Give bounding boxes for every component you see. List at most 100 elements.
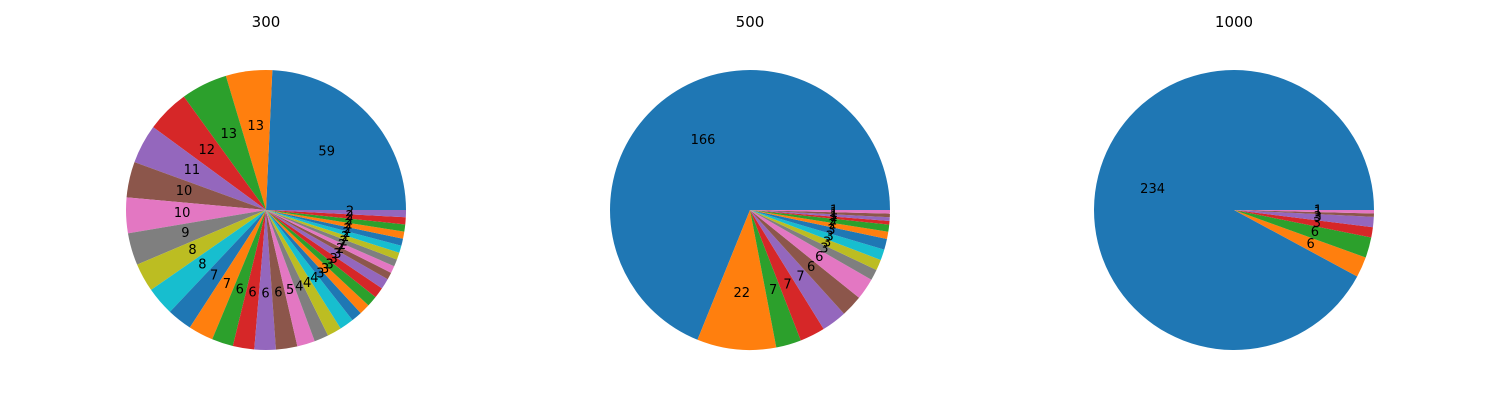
pie-slice <box>266 210 329 342</box>
slice-label: 6 <box>807 260 815 275</box>
pie-slice <box>750 210 887 250</box>
pie-slice <box>127 210 266 265</box>
pie-slice <box>750 210 824 341</box>
pie-slice <box>266 210 405 239</box>
pie-slice <box>1234 210 1374 228</box>
pie-slice <box>266 210 382 298</box>
pie-slice <box>750 210 877 280</box>
pie-slice <box>126 162 266 210</box>
pie-slice <box>750 210 845 330</box>
pie-slice <box>189 210 266 340</box>
slice-label: 3 <box>321 262 329 277</box>
slice-label: 2 <box>342 226 350 241</box>
slice-label: 6 <box>1307 237 1315 252</box>
slice-label: 2 <box>341 230 349 245</box>
slice-label: 13 <box>221 127 238 142</box>
slice-label: 9 <box>181 226 189 241</box>
slice-label: 8 <box>198 257 206 272</box>
slice-label: 6 <box>261 287 269 302</box>
slice-label: 1 <box>830 204 838 219</box>
slice-label: 2 <box>344 222 352 237</box>
pie-slice <box>151 210 266 312</box>
pie-slice <box>750 210 872 298</box>
slice-label: 2 <box>346 205 354 220</box>
slice-label: 6 <box>248 285 256 300</box>
pie-slice <box>1234 210 1374 214</box>
slice-label: 3 <box>1313 216 1321 231</box>
pie-slice <box>266 210 392 280</box>
pie-slice <box>153 96 266 210</box>
slice-label: 166 <box>691 133 716 148</box>
pie-slice <box>266 210 376 306</box>
slice-label: 2 <box>345 213 353 228</box>
slice-label: 2 <box>829 213 837 228</box>
slice-label: 1 <box>1314 206 1322 221</box>
pie-slice <box>1234 210 1374 217</box>
slice-label: 10 <box>174 206 191 221</box>
slice-label: 2 <box>338 238 346 253</box>
slice-label: 12 <box>199 143 216 158</box>
pie-slice <box>750 210 890 221</box>
slice-label: 5 <box>286 283 294 298</box>
slice-label: 2 <box>344 218 352 233</box>
slice-label: 3 <box>325 257 333 272</box>
slice-label: 7 <box>769 283 777 298</box>
slice-label: 6 <box>1311 225 1319 240</box>
pie-slice <box>212 210 266 347</box>
pie-slice <box>232 210 266 350</box>
pie-slice <box>750 210 881 271</box>
pie-slice <box>1234 210 1372 258</box>
pie-slice <box>137 210 266 290</box>
pie-slice <box>266 210 341 336</box>
slice-label: 2 <box>346 209 354 224</box>
pie-slice <box>254 210 276 350</box>
chart-title: 300 <box>252 13 281 31</box>
chart-title: 500 <box>736 13 765 31</box>
slice-label: 11 <box>184 163 201 178</box>
pie-slice <box>750 210 890 225</box>
slice-label: 3 <box>827 223 835 238</box>
slice-label: 6 <box>815 250 823 265</box>
slice-label: 3 <box>330 252 338 267</box>
slice-label: 2 <box>340 234 348 249</box>
slice-label: 3 <box>333 247 341 262</box>
pie-slice <box>697 210 777 350</box>
pie-slice <box>125 197 266 234</box>
pie-slice <box>750 210 885 260</box>
slice-label: 7 <box>783 278 791 293</box>
slice-label: 7 <box>223 277 231 292</box>
pie-slice <box>266 210 406 232</box>
pie-slice <box>750 210 889 239</box>
pie-slice <box>134 127 266 210</box>
pie-slice <box>266 210 406 218</box>
slice-label: 4 <box>295 280 303 295</box>
slice-label: 22 <box>734 286 751 301</box>
pie-slice <box>266 210 369 314</box>
pie-slice <box>183 75 266 210</box>
slice-label: 2 <box>336 242 344 257</box>
slice-label: 1 <box>1314 204 1322 219</box>
slice-label: 3 <box>825 229 833 244</box>
pie-slice <box>1094 70 1374 351</box>
pie-slice <box>750 210 890 218</box>
slice-label: 3 <box>1314 210 1322 225</box>
slice-label: 1 <box>830 206 838 221</box>
pie-slice <box>266 210 361 321</box>
pie-slice <box>266 210 395 273</box>
pie-slice <box>1234 210 1366 277</box>
pie-slice <box>225 70 273 210</box>
pie-slice <box>750 210 890 214</box>
pie-slice <box>266 210 406 225</box>
pie-slice <box>266 210 402 253</box>
slice-label: 4 <box>303 276 311 291</box>
pie-slice <box>1234 210 1373 238</box>
pie-slice <box>266 210 298 350</box>
pie-slice <box>169 210 266 328</box>
slice-label: 1 <box>830 210 838 225</box>
slice-label: 6 <box>236 282 244 297</box>
pie-slice <box>750 210 890 232</box>
